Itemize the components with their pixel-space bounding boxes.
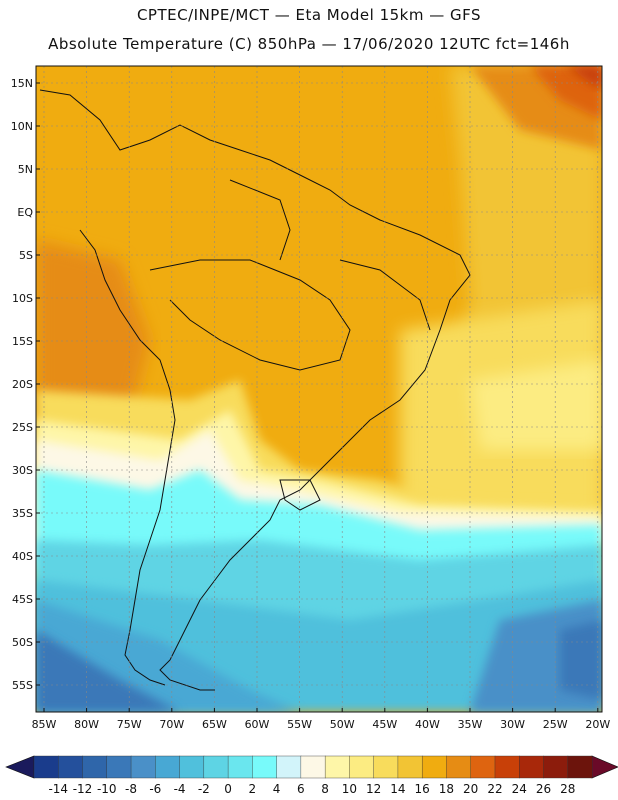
colorbar-label: 2 bbox=[249, 782, 257, 796]
grid-lines bbox=[36, 66, 602, 712]
map-title-line1: CPTEC/INPE/MCT — Eta Model 15km — GFS bbox=[136, 6, 482, 24]
colorbar-swatch bbox=[421, 755, 447, 779]
colorbar-label: 18 bbox=[439, 782, 454, 796]
colorbar-swatch bbox=[130, 755, 156, 779]
lon-tick-label: 75W bbox=[117, 718, 142, 731]
colorbar-swatch bbox=[203, 755, 229, 779]
lat-tick-label: 40S bbox=[12, 550, 33, 563]
longitude-labels: 85W 80W 75W 70W 65W 60W 55W 50W 45W 40W 35W 30W 25W 2… bbox=[32, 708, 610, 731]
colorbar-label: 4 bbox=[273, 782, 281, 796]
colorbar-label: -10 bbox=[97, 782, 117, 796]
latitude-labels: 15N 10N 5N EQ 5S 10S 15S 20S 25S 30S 35S 40S 45S 50S 5… bbox=[11, 77, 40, 692]
colorbar-swatch bbox=[252, 755, 278, 779]
lat-tick-label: 5S bbox=[19, 249, 33, 262]
lat-tick-label: 20S bbox=[12, 378, 33, 391]
colorbar-swatch bbox=[446, 755, 472, 779]
colorbar: -14 -12 -10 -8 -6 -4 -2 0 2 4 6 8 10 12 14 16 18 20 22 24 26… bbox=[5, 755, 618, 796]
colorbar-label: -4 bbox=[174, 782, 186, 796]
colorbar-swatch bbox=[470, 755, 496, 779]
colorbar-swatch bbox=[324, 755, 350, 779]
lon-tick-label: 30W bbox=[500, 718, 525, 731]
lon-tick-label: 55W bbox=[287, 718, 312, 731]
lon-tick-label: 25W bbox=[543, 718, 568, 731]
lon-tick-label: 70W bbox=[159, 718, 184, 731]
lat-tick-label: 5N bbox=[18, 163, 33, 176]
colorbar-label: -12 bbox=[73, 782, 93, 796]
map-frame bbox=[35, 65, 603, 713]
colorbar-label: 20 bbox=[463, 782, 478, 796]
colorbar-swatch bbox=[494, 755, 520, 779]
colorbar-swatch bbox=[567, 755, 593, 779]
lat-tick-label: 15S bbox=[12, 335, 33, 348]
colorbar-label: -8 bbox=[125, 782, 137, 796]
coastline bbox=[39, 89, 471, 691]
colorbar-label: 22 bbox=[487, 782, 502, 796]
colorbar-swatch bbox=[179, 755, 205, 779]
lon-tick-label: 20W bbox=[585, 718, 610, 731]
lon-tick-label: 80W bbox=[74, 718, 99, 731]
lat-tick-label: 10N bbox=[11, 120, 33, 133]
colorbar-label: 24 bbox=[512, 782, 527, 796]
colorbar-swatch bbox=[543, 755, 569, 779]
lat-tick-label: 55S bbox=[12, 679, 33, 692]
colorbar-label: -2 bbox=[198, 782, 210, 796]
colorbar-label: -6 bbox=[149, 782, 161, 796]
colorbar-swatch bbox=[58, 755, 84, 779]
lon-tick-label: 65W bbox=[202, 718, 227, 731]
lon-tick-label: 60W bbox=[245, 718, 270, 731]
lon-tick-label: 50W bbox=[330, 718, 355, 731]
colorbar-swatch bbox=[373, 755, 399, 779]
colorbar-min-arrow bbox=[5, 755, 35, 779]
colorbar-label: 12 bbox=[366, 782, 381, 796]
colorbar-swatch bbox=[82, 755, 108, 779]
lat-tick-label: 35S bbox=[12, 507, 33, 520]
lat-tick-label: 50S bbox=[12, 636, 33, 649]
lat-tick-label: EQ bbox=[17, 206, 33, 219]
map-title-line2: Absolute Temperature (C) 850hPa — 17/06/… bbox=[48, 35, 570, 53]
temperature-field bbox=[36, 66, 602, 712]
colorbar-swatch bbox=[106, 755, 132, 779]
colorbar-label: 26 bbox=[536, 782, 551, 796]
lat-tick-label: 45S bbox=[12, 593, 33, 606]
colorbar-swatch bbox=[33, 755, 59, 779]
colorbar-swatch bbox=[300, 755, 326, 779]
lat-tick-label: 15N bbox=[11, 77, 33, 90]
lon-tick-label: 45W bbox=[372, 718, 397, 731]
lat-tick-label: 10S bbox=[12, 292, 33, 305]
colorbar-label: 6 bbox=[297, 782, 305, 796]
colorbar-label: 8 bbox=[321, 782, 329, 796]
lon-tick-label: 35W bbox=[458, 718, 483, 731]
lon-tick-label: 40W bbox=[415, 718, 440, 731]
colorbar-max-arrow bbox=[591, 755, 618, 779]
colorbar-label: 10 bbox=[342, 782, 357, 796]
colorbar-swatch bbox=[519, 755, 544, 779]
colorbar-label: 0 bbox=[224, 782, 232, 796]
lat-tick-label: 25S bbox=[12, 421, 33, 434]
colorbar-swatch bbox=[397, 755, 423, 779]
colorbar-swatch bbox=[227, 755, 253, 779]
colorbar-label: 16 bbox=[415, 782, 430, 796]
colorbar-swatch bbox=[155, 755, 181, 779]
colorbar-label: -14 bbox=[48, 782, 68, 796]
colorbar-label: 28 bbox=[560, 782, 575, 796]
colorbar-swatch bbox=[276, 755, 302, 779]
colorbar-label: 14 bbox=[390, 782, 405, 796]
colorbar-swatch bbox=[349, 755, 375, 779]
lat-tick-label: 30S bbox=[12, 464, 33, 477]
lon-tick-label: 85W bbox=[32, 718, 57, 731]
